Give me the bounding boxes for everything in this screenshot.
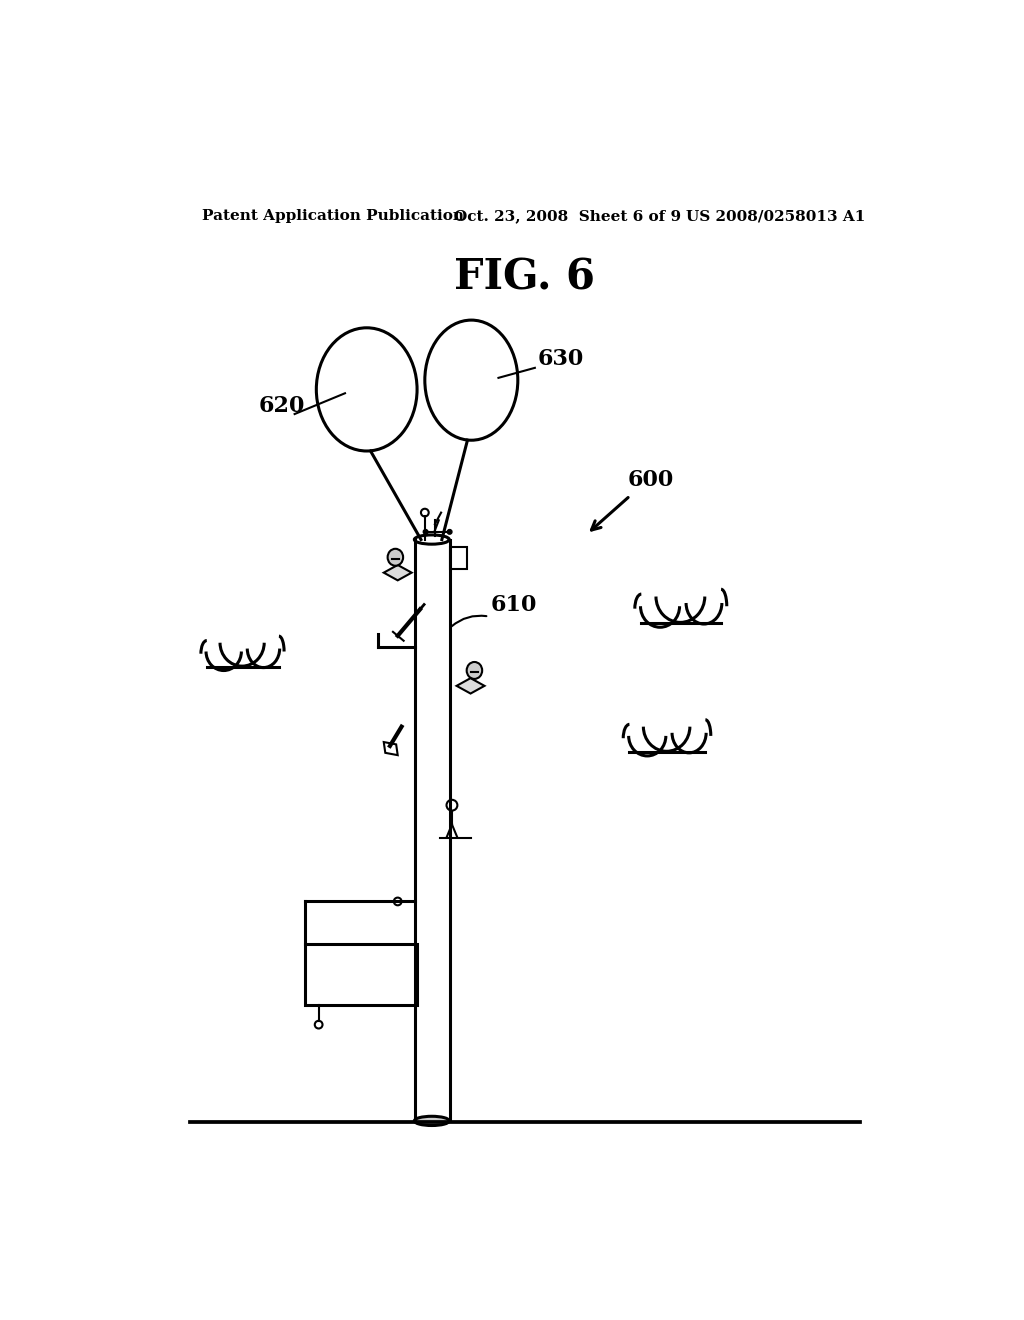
Ellipse shape xyxy=(388,549,403,566)
Circle shape xyxy=(447,529,452,535)
Bar xyxy=(305,944,417,1006)
Bar xyxy=(450,548,467,569)
Polygon shape xyxy=(457,678,484,693)
Polygon shape xyxy=(384,565,412,581)
Ellipse shape xyxy=(415,1117,450,1126)
Ellipse shape xyxy=(467,663,482,678)
Text: 610: 610 xyxy=(490,594,537,616)
Text: FIG. 6: FIG. 6 xyxy=(455,257,595,298)
Text: 630: 630 xyxy=(538,347,584,370)
Text: 600: 600 xyxy=(628,469,674,491)
Text: 620: 620 xyxy=(258,396,304,417)
Polygon shape xyxy=(384,742,397,755)
Text: Patent Application Publication: Patent Application Publication xyxy=(202,209,464,223)
Circle shape xyxy=(423,529,428,535)
Text: Oct. 23, 2008  Sheet 6 of 9: Oct. 23, 2008 Sheet 6 of 9 xyxy=(454,209,681,223)
Text: US 2008/0258013 A1: US 2008/0258013 A1 xyxy=(686,209,865,223)
